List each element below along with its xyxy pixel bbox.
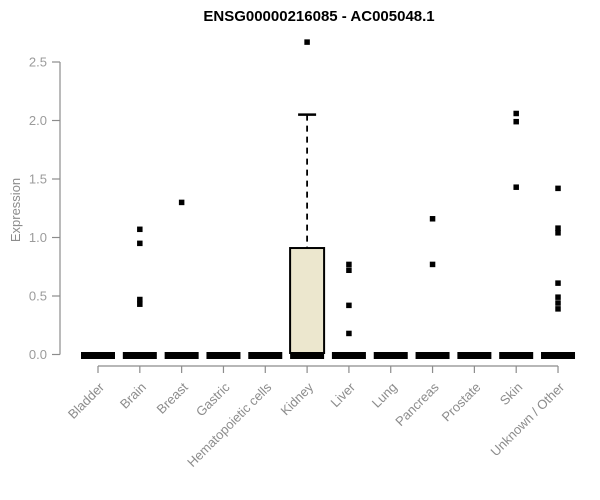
box: [289, 247, 326, 354]
x-category-label: Lung: [369, 380, 400, 411]
median-bar: [373, 352, 408, 359]
outlier-point: [513, 118, 519, 125]
median-bar: [499, 352, 534, 359]
x-category-label: Brain: [117, 380, 149, 412]
outlier-point: [137, 240, 143, 247]
median-bar: [81, 352, 115, 359]
outlier-point: [304, 39, 310, 45]
median-bar: [248, 352, 283, 359]
outlier-point: [346, 261, 352, 268]
outlier-point: [429, 216, 436, 222]
y-tick-label: 0.0: [29, 347, 47, 362]
median-bar: [541, 352, 576, 359]
x-category-label: Unknown / Other: [488, 379, 568, 459]
outlier-point: [555, 230, 561, 236]
y-tick-label: 1.0: [29, 230, 47, 245]
x-category-label: Breast: [154, 379, 191, 416]
x-category-label: Skin: [497, 380, 525, 408]
outlier-point: [137, 296, 143, 303]
outlier-point: [346, 302, 352, 309]
x-category-label: Bladder: [65, 379, 108, 422]
outlier-point: [555, 185, 561, 192]
x-category-label: Prostate: [439, 380, 484, 425]
outlier-point: [429, 261, 436, 268]
outlier-point: [346, 267, 352, 274]
median-bar: [122, 352, 157, 359]
x-category-label: Gastric: [193, 379, 233, 419]
median-bar: [415, 352, 450, 359]
chart-title: ENSG00000216085 - AC005048.1: [203, 8, 435, 25]
outlier-point: [555, 300, 561, 306]
outlier-point: [137, 301, 143, 307]
outlier-point: [178, 199, 185, 206]
outlier-point: [513, 184, 519, 190]
outlier-point: [555, 294, 561, 300]
x-category-label: Kidney: [278, 379, 317, 418]
outlier-point: [555, 225, 561, 231]
outlier-point: [137, 226, 143, 233]
outlier-point: [555, 306, 561, 312]
outlier-point: [346, 330, 352, 337]
y-tick-label: 0.5: [29, 289, 47, 304]
outlier-point: [555, 280, 561, 286]
y-tick-label: 1.5: [29, 172, 47, 187]
y-tick-label: 2.0: [29, 113, 47, 128]
x-category-label: Liver: [328, 379, 359, 410]
y-tick-label: 2.5: [29, 55, 47, 70]
outlier-point: [513, 110, 519, 117]
median-bar: [206, 352, 241, 359]
x-category-label: Pancreas: [392, 379, 442, 429]
median-bar: [290, 352, 325, 359]
median-bar: [331, 352, 366, 359]
median-bar: [164, 352, 199, 359]
median-bar: [457, 352, 492, 359]
